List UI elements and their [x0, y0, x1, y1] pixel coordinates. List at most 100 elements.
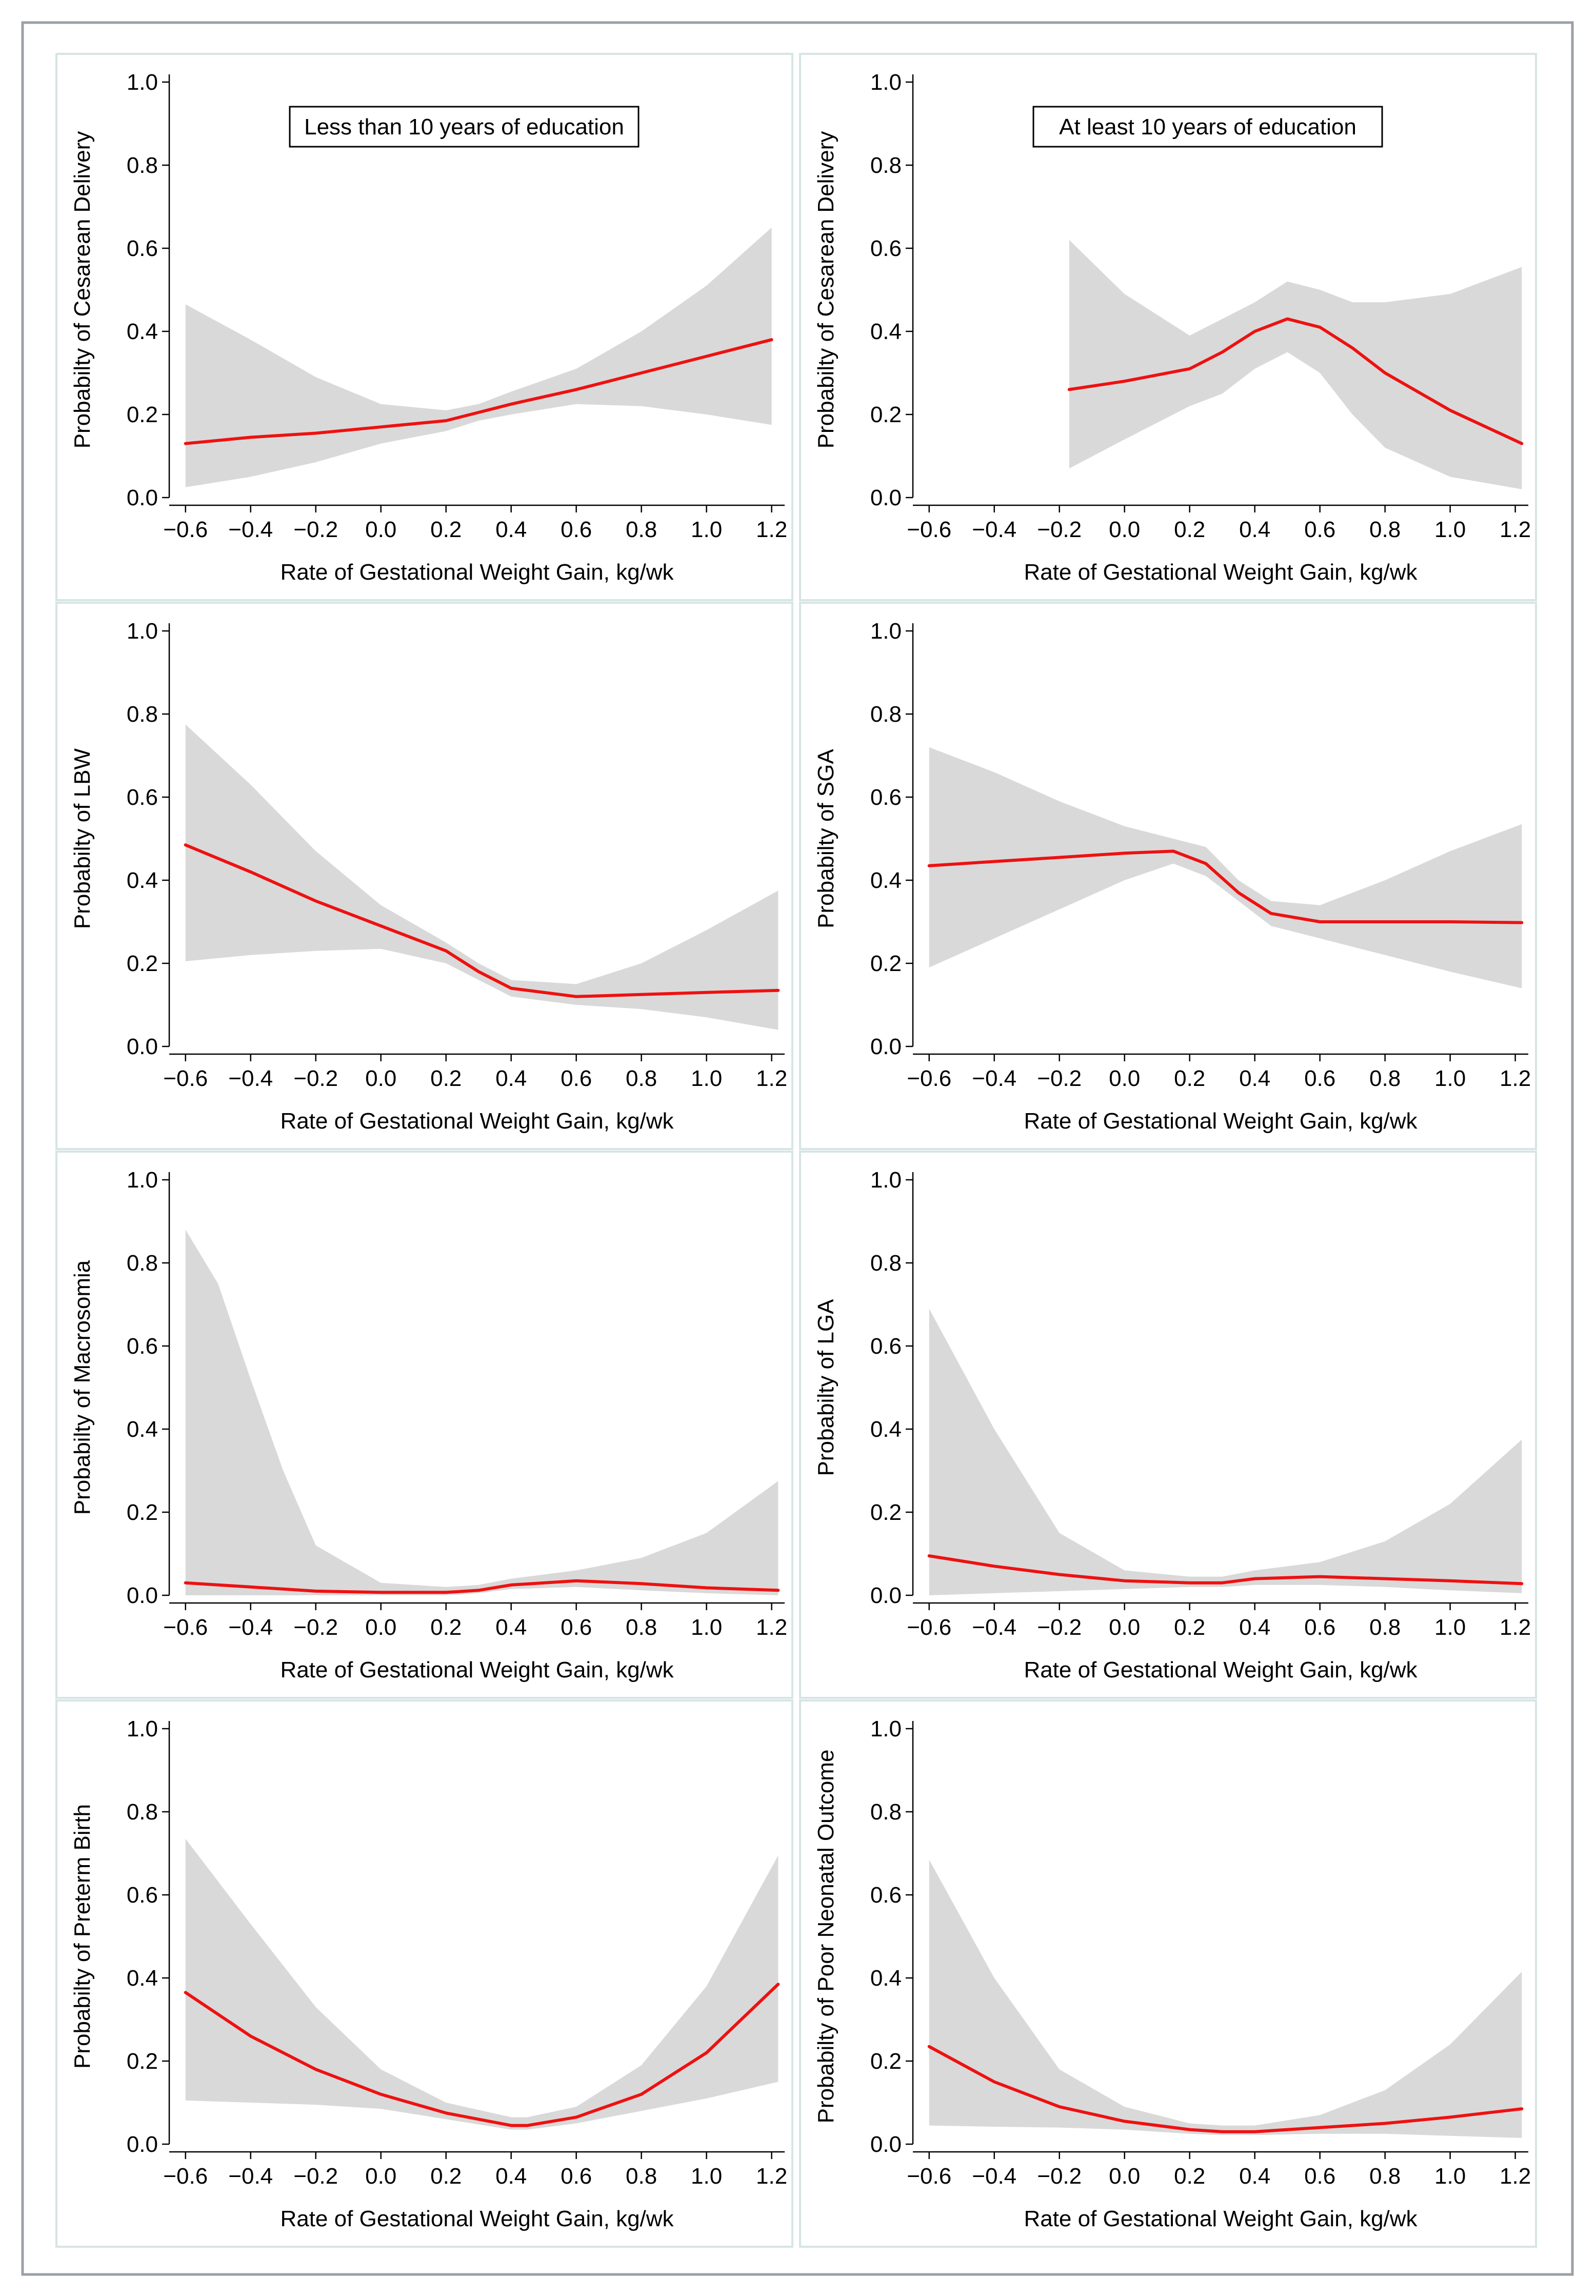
y-tick-label: 0.4: [127, 319, 158, 344]
confidence-band: [1069, 240, 1522, 489]
x-tick-label: 0.8: [626, 1066, 657, 1091]
y-tick-label: 0.6: [127, 785, 158, 810]
x-tick-label: 0.8: [1369, 1615, 1401, 1640]
y-axis-title: Probabilty of Cesarean Delivery: [70, 131, 95, 449]
chart-panel-4: 0.0 0.2 0.4 0.6 0.8 1.0 −0.6 −0.4 −0.2 0.0 0.2 0.4 0…: [799, 602, 1537, 1150]
x-tick-label: 0.6: [1304, 1066, 1335, 1091]
x-tick-label: 0.0: [365, 1066, 396, 1091]
x-axis-title: Rate of Gestational Weight Gain, kg/wk: [1024, 560, 1418, 585]
x-tick-label: −0.4: [228, 517, 273, 542]
x-tick-label: −0.4: [228, 2164, 273, 2189]
panels: 0.0 0.2 0.4 0.6 0.8 1.0 −0.6 −0.4 −0.2 0.0 0.2 0.4 0…: [55, 53, 1537, 2248]
probability-line: [184, 1579, 780, 1594]
x-tick-label: 0.6: [1304, 517, 1335, 542]
confidence-band: [929, 747, 1522, 988]
x-tick-label: −0.6: [907, 1615, 951, 1640]
panel-border: [799, 53, 1537, 601]
x-tick-label: −0.4: [972, 517, 1016, 542]
x-tick-label: −0.2: [293, 1615, 338, 1640]
x-axis-title: Rate of Gestational Weight Gain, kg/wk: [1024, 2206, 1418, 2231]
y-tick-label: 1.0: [127, 1167, 158, 1193]
x-tick-label: 1.2: [756, 1615, 787, 1640]
x-tick-label: −0.4: [228, 1066, 273, 1091]
x-tick-label: −0.2: [293, 517, 338, 542]
confidence-band: [185, 1838, 779, 2130]
y-tick-label: 0.6: [870, 785, 902, 810]
x-tick-label: 1.0: [691, 1615, 722, 1640]
x-tick-label: 0.4: [1239, 517, 1270, 542]
y-tick-label: 0.0: [870, 1034, 902, 1059]
x-tick-label: −0.6: [907, 517, 951, 542]
x-tick-label: 0.0: [365, 2164, 396, 2189]
y-tick-label: 0.4: [870, 1966, 902, 1991]
x-tick-label: −0.6: [163, 2164, 208, 2189]
x-tick-label: 0.8: [626, 1615, 657, 1640]
x-tick-label: 1.0: [1434, 2164, 1466, 2189]
x-tick-label: 0.2: [1174, 1066, 1205, 1091]
y-tick-label: 0.2: [870, 1500, 902, 1525]
x-tick-label: 0.2: [1174, 517, 1205, 542]
x-tick-label: 1.0: [691, 2164, 722, 2189]
chart-panel-2: 0.0 0.2 0.4 0.6 0.8 1.0 −0.6 −0.4 −0.2 0.0 0.2 0.4 0…: [799, 53, 1537, 601]
x-tick-label: −0.6: [907, 2164, 951, 2189]
x-tick-label: 0.8: [626, 517, 657, 542]
y-tick-label: 0.2: [127, 951, 158, 976]
x-tick-label: 0.2: [430, 1066, 462, 1091]
x-tick-label: 0.0: [1109, 1615, 1140, 1640]
y-tick-label: 0.0: [127, 2132, 158, 2157]
x-tick-label: 0.0: [1109, 1066, 1140, 1091]
y-tick-label: 0.0: [127, 1034, 158, 1059]
x-axis-title: Rate of Gestational Weight Gain, kg/wk: [280, 560, 674, 585]
x-tick-label: 1.0: [691, 517, 722, 542]
x-tick-label: 0.8: [626, 2164, 657, 2189]
y-tick-label: 0.2: [870, 2049, 902, 2074]
probability-line: [927, 1554, 1524, 1586]
panel-border: [55, 602, 793, 1150]
y-tick-label: 0.6: [127, 236, 158, 261]
y-tick-label: 0.8: [127, 153, 158, 178]
x-tick-label: 0.4: [495, 517, 527, 542]
x-tick-label: 0.2: [430, 2164, 462, 2189]
panel-title: At least 10 years of education: [1059, 114, 1356, 140]
x-axis-title: Rate of Gestational Weight Gain, kg/wk: [1024, 1109, 1418, 1134]
y-tick-label: 0.4: [127, 868, 158, 893]
y-tick-label: 0.0: [870, 2132, 902, 2157]
x-tick-label: −0.2: [1037, 1066, 1082, 1091]
x-tick-label: 0.8: [1369, 2164, 1401, 2189]
probability-line: [184, 1983, 780, 2127]
x-tick-label: −0.6: [163, 1615, 208, 1640]
x-tick-label: 1.2: [1500, 1615, 1531, 1640]
x-tick-label: 0.6: [1304, 1615, 1335, 1640]
x-tick-label: 1.0: [1434, 1066, 1466, 1091]
x-tick-label: 0.2: [1174, 1615, 1205, 1640]
x-tick-label: 1.2: [756, 1066, 787, 1091]
x-tick-label: −0.2: [293, 2164, 338, 2189]
panel-title-box: [1032, 106, 1383, 148]
x-tick-label: 1.0: [1434, 517, 1466, 542]
y-tick-label: 0.8: [870, 153, 902, 178]
chart-panel-7: 0.0 0.2 0.4 0.6 0.8 1.0 −0.6 −0.4 −0.2 0.0 0.2 0.4 0…: [55, 1699, 793, 2248]
y-axis-title: Probabilty of Poor Neonatal Outcome: [813, 1750, 839, 2124]
y-axis-title: Probabilty of SGA: [813, 748, 839, 928]
panel-border: [55, 1699, 793, 2248]
probability-line: [1067, 317, 1524, 445]
y-tick-label: 0.0: [127, 1583, 158, 1608]
x-tick-label: 0.8: [1369, 517, 1401, 542]
x-tick-label: 0.6: [561, 517, 592, 542]
chart-panel-1: 0.0 0.2 0.4 0.6 0.8 1.0 −0.6 −0.4 −0.2 0.0 0.2 0.4 0…: [55, 53, 793, 601]
x-tick-label: 0.4: [1239, 1615, 1270, 1640]
x-tick-label: −0.6: [163, 1066, 208, 1091]
y-tick-label: 0.0: [870, 485, 902, 510]
y-tick-label: 0.8: [127, 702, 158, 727]
x-tick-label: −0.2: [1037, 2164, 1082, 2189]
x-tick-label: 0.0: [365, 517, 396, 542]
y-tick-label: 1.0: [127, 1716, 158, 1741]
y-tick-label: 1.0: [870, 1167, 902, 1193]
x-tick-label: 0.0: [1109, 2164, 1140, 2189]
chart-panel-8: 0.0 0.2 0.4 0.6 0.8 1.0 −0.6 −0.4 −0.2 0.0 0.2 0.4 0…: [799, 1699, 1537, 2248]
x-tick-label: 1.2: [1500, 1066, 1531, 1091]
y-tick-label: 1.0: [127, 619, 158, 644]
x-tick-label: 1.0: [691, 1066, 722, 1091]
probability-line: [184, 843, 780, 998]
